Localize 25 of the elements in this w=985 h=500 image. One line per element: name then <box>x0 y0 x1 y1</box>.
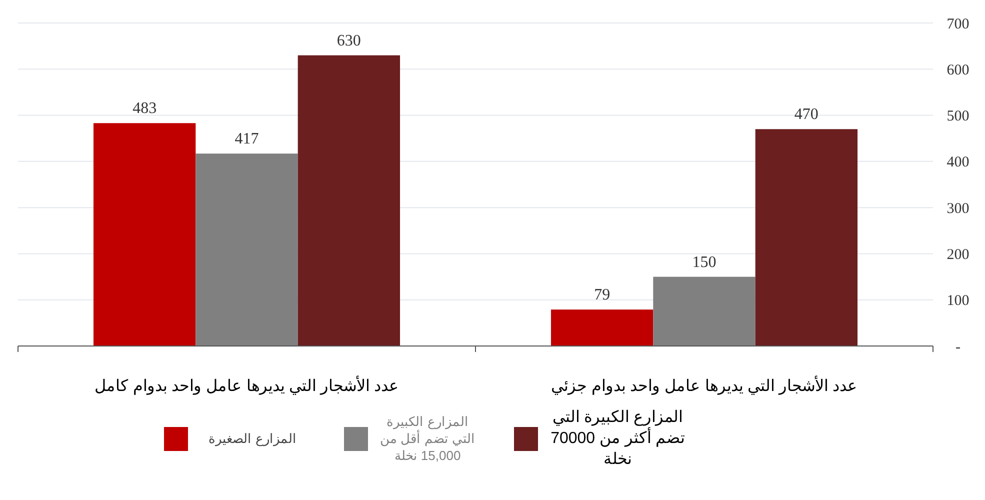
y-tick-label: 600 <box>946 62 970 78</box>
x-tick-label: عدد الأشجار التي يديرها عامل واحد بدوام جزئي <box>551 376 858 395</box>
bar <box>196 154 298 346</box>
y-tick-label: 100 <box>946 293 970 310</box>
bar <box>93 123 196 346</box>
y-tick-label: - <box>956 339 960 356</box>
legend-label: المزارع الكبيرة التي تضم أكثر من 70000 نخلة <box>550 408 686 470</box>
legend-label: المزارع الصغيرة <box>208 430 298 448</box>
data-label: 79 <box>594 286 610 304</box>
data-label: 630 <box>336 32 361 50</box>
bar <box>550 310 654 346</box>
data-label: 470 <box>794 106 818 124</box>
bar <box>298 55 400 346</box>
data-label: 150 <box>692 254 716 271</box>
y-tick-label: 700 <box>946 16 970 32</box>
data-label: 483 <box>132 100 157 118</box>
data-label: 417 <box>234 130 259 148</box>
y-tick-label: 300 <box>946 200 970 217</box>
text: المزارع الكبيرة التي تضم أقل من 15,000 نخلة <box>379 414 476 465</box>
y-tick-label: 400 <box>946 154 970 171</box>
bar <box>653 276 756 346</box>
bar <box>755 129 858 346</box>
y-tick-label: 200 <box>946 246 970 263</box>
x-tick-label: عدد الأشجار التي يديرها عامل واحد بدوام كامل <box>94 376 399 395</box>
y-tick-label: 500 <box>946 108 970 125</box>
